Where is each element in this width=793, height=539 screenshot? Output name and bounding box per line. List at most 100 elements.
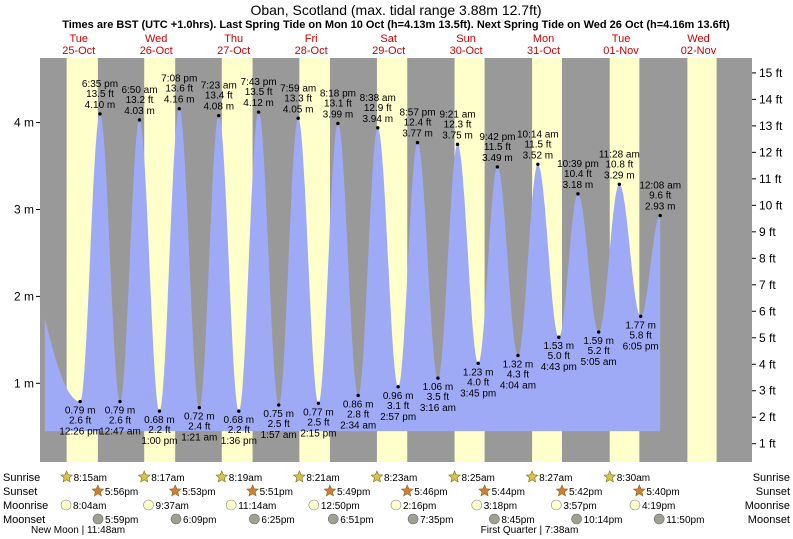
row-label-left: Moonset — [3, 514, 45, 526]
right-axis: 1 ft 2 ft 3 ft 4 ft 5 ft 6 ft 7 ft 8 ft 9 ft 10 f… — [752, 66, 783, 451]
tide-dot — [197, 405, 202, 410]
tide-height-ft: 3.1 ft — [387, 401, 409, 412]
moonset-time: 6:09pm — [183, 515, 216, 526]
daylight-band — [687, 58, 717, 462]
day-name: Sat — [380, 33, 397, 45]
sunset-icon — [168, 484, 182, 497]
moonrise-icon — [143, 499, 154, 511]
tide-dot — [658, 213, 662, 218]
tide-height-ft: 12.4 ft — [404, 118, 432, 129]
tide-height-m: 2.93 m — [645, 202, 676, 213]
tide-time: 8:18 pm — [320, 88, 356, 99]
sunrise-time: 8:19am — [229, 473, 262, 484]
row-label-right: Moonset — [748, 514, 790, 526]
moonset-icon — [170, 513, 182, 525]
tide-height-ft: 13.5 ft — [245, 87, 273, 98]
tide-time: 12:26 pm — [59, 427, 101, 438]
left-tick-label: 2 m — [14, 289, 34, 303]
tide-height-m: 0.96 m — [383, 391, 414, 402]
day-name: Sun — [456, 33, 476, 45]
tide-time: 6:05 pm — [623, 341, 659, 352]
left-tick-label: 4 m — [14, 116, 34, 130]
tide-time: 10:14 am — [517, 129, 559, 140]
moonrise-time: 4:19pm — [642, 501, 675, 512]
sunset-time: 5:53pm — [182, 487, 215, 498]
day-headers: Tue25-OctWed26-OctThu27-OctFri28-OctSat2… — [62, 33, 717, 57]
tide-height-ft: 9.6 ft — [649, 191, 671, 202]
sunrise-icon — [448, 470, 461, 483]
tide-dot — [597, 330, 601, 334]
tide-height-m: 1.77 m — [625, 320, 656, 331]
sunrise-time: 8:21am — [306, 473, 339, 484]
tide-time: 9:21 am — [439, 109, 475, 120]
tide-height-ft: 2.2 ft — [228, 425, 250, 436]
tide-height-m: 0.68 m — [224, 415, 255, 426]
right-tick-label: 9 ft — [759, 225, 776, 239]
chart-title: Oban, Scotland (max. tidal range 3.88m 1… — [250, 2, 541, 18]
moonset-icon — [249, 513, 260, 525]
moonset-icon — [653, 513, 665, 525]
tide-height-ft: 13.6 ft — [165, 84, 193, 95]
right-tick-label: 14 ft — [759, 92, 783, 106]
moonrise-time: 8:04am — [73, 501, 106, 512]
left-tick-label: 3 m — [14, 203, 34, 217]
moonrise-icon — [629, 499, 641, 511]
moon-phase-label: New Moon | 11:48am — [31, 525, 125, 536]
sunrise-icon — [603, 470, 617, 483]
tide-height-ft: 2.8 ft — [347, 409, 369, 420]
right-tick-label: 15 ft — [759, 66, 783, 80]
day-date: 29-Oct — [372, 45, 405, 57]
day-name: Tue — [69, 33, 88, 45]
day-name: Wed — [145, 33, 167, 45]
day-date: 26-Oct — [140, 45, 173, 57]
sunset-time: 5:46pm — [414, 487, 447, 498]
sunrise-icon — [292, 470, 306, 483]
tide-time: 12:08 am — [639, 181, 681, 192]
moonrise-time: 9:37am — [156, 501, 189, 512]
tide-height-ft: 13.3 ft — [284, 93, 312, 104]
tide-height-ft: 10.4 ft — [564, 169, 592, 180]
right-tick-label: 10 ft — [759, 198, 783, 212]
moonset-time: 6:51pm — [340, 515, 373, 526]
sunrise-icon — [215, 470, 229, 483]
sunrise-time: 8:17am — [151, 473, 184, 484]
right-tick-label: 6 ft — [759, 304, 776, 318]
tide-height-m: 3.77 m — [402, 129, 433, 140]
row-label-right: Sunrise — [753, 472, 790, 484]
tide-time: 11:28 am — [599, 149, 640, 160]
sunset-time: 5:40pm — [646, 487, 679, 498]
tide-height-m: 0.75 m — [263, 409, 294, 420]
sunrise-icon — [525, 470, 539, 483]
moonrise-time: 2:16pm — [403, 501, 436, 512]
tide-height-m: 1.06 m — [423, 382, 454, 393]
row-label-right: Sunset — [756, 486, 790, 498]
tide-height-ft: 4.0 ft — [467, 377, 489, 388]
moonset-icon — [92, 513, 104, 525]
tide-height-m: 1.53 m — [544, 341, 575, 352]
tide-dot — [495, 165, 500, 169]
tide-dot — [356, 393, 360, 398]
tide-height-m: 4.03 m — [124, 106, 155, 117]
moonset-time: 5:59pm — [105, 515, 138, 526]
tide-height-ft: 11.5 ft — [484, 142, 511, 153]
tide-dot — [536, 162, 540, 167]
moonset-icon — [407, 513, 419, 525]
moonset-icon — [489, 513, 500, 525]
moonrise-icon — [390, 499, 402, 511]
tide-height-m: 1.23 m — [463, 367, 494, 378]
sunset-time: 5:49pm — [337, 487, 370, 498]
tide-dot — [516, 353, 520, 358]
tide-height-ft: 13.1 ft — [324, 98, 352, 109]
sunrise-time: 8:23am — [384, 473, 417, 484]
sunrise-time: 8:27am — [539, 473, 572, 484]
sunset-icon — [91, 484, 105, 497]
tide-time: 6:35 pm — [82, 79, 118, 90]
sunset-time: 5:42pm — [569, 487, 602, 498]
sunrise-time: 8:25am — [462, 473, 495, 484]
right-tick-label: 11 ft — [759, 172, 782, 186]
moonset-time: 10:14pm — [584, 515, 623, 526]
tide-height-m: 4.05 m — [283, 104, 314, 115]
tide-height-m: 0.77 m — [303, 407, 334, 418]
